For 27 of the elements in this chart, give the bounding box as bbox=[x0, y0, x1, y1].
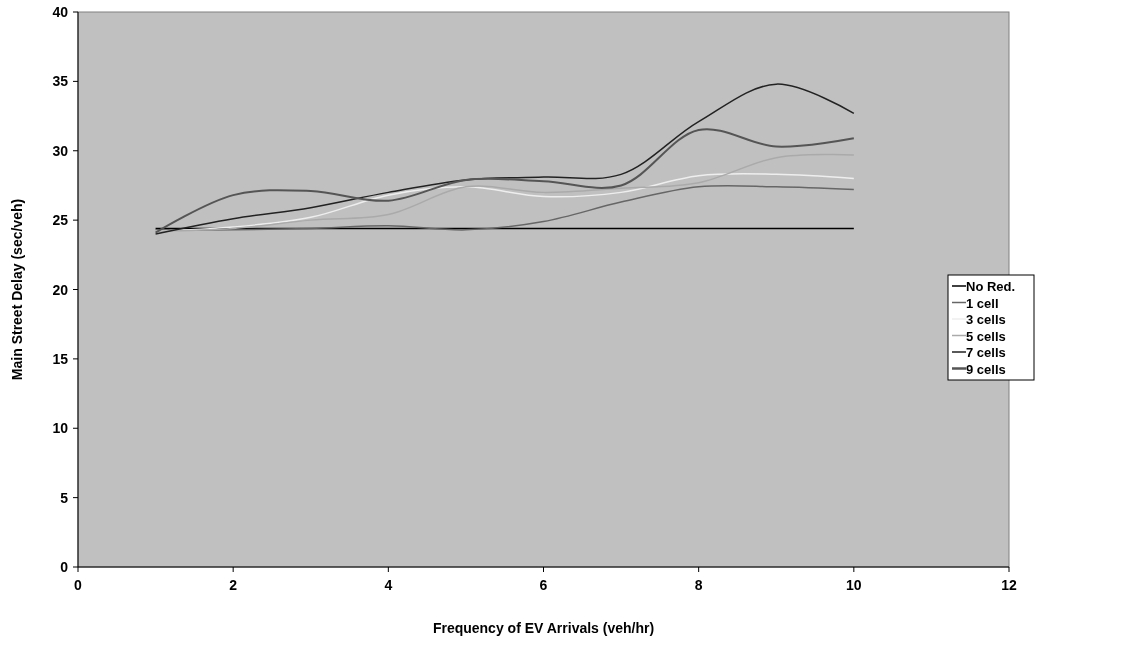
legend-label: 3 cells bbox=[966, 312, 1006, 327]
x-tick-label: 6 bbox=[539, 577, 548, 593]
x-tick-label: 12 bbox=[1001, 577, 1017, 593]
y-tick-label: 35 bbox=[52, 73, 69, 90]
x-tick-label: 10 bbox=[846, 577, 862, 593]
y-tick-label: 30 bbox=[52, 142, 69, 159]
y-tick-label: 0 bbox=[60, 559, 69, 575]
x-tick-label: 4 bbox=[384, 577, 393, 593]
x-tick-label: 2 bbox=[229, 577, 238, 593]
legend-label: No Red. bbox=[966, 279, 1016, 294]
y-tick-label: 40 bbox=[52, 4, 69, 20]
legend-label: 5 cells bbox=[966, 328, 1006, 344]
x-tick-label: 0 bbox=[74, 577, 83, 593]
y-tick-label: 10 bbox=[52, 420, 69, 437]
legend-label: 9 cells bbox=[966, 361, 1006, 377]
line-series bbox=[154, 128, 855, 234]
line-series bbox=[154, 83, 855, 235]
y-axis-title: Main Street Delay (sec/veh) bbox=[9, 198, 25, 381]
legend-label: 1 cell bbox=[966, 295, 999, 311]
legend-label: 7 cells bbox=[966, 345, 1006, 360]
x-axis-title: Frequency of EV Arrivals (veh/hr) bbox=[432, 620, 655, 636]
y-tick-label: 20 bbox=[52, 281, 69, 298]
y-tick-label: 5 bbox=[60, 489, 69, 506]
line-series bbox=[154, 153, 855, 232]
x-tick-label: 8 bbox=[694, 577, 703, 593]
y-tick-label: 25 bbox=[52, 212, 69, 229]
y-tick-label: 15 bbox=[52, 350, 69, 367]
